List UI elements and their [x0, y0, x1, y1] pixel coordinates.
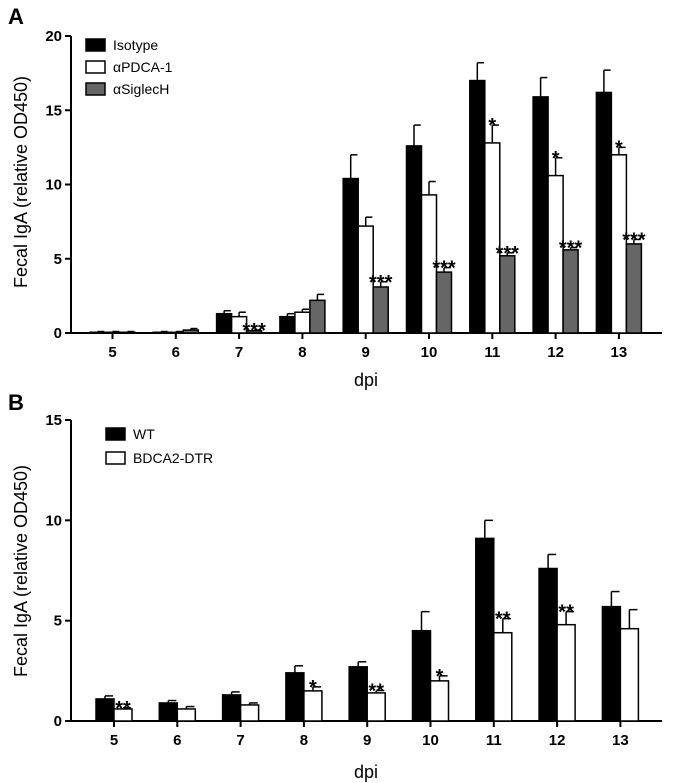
panel-b-bar-bdca2dtr — [176, 708, 197, 722]
panel-b-label: B — [8, 390, 24, 415]
panel-b-bar-bdca2dtr — [619, 627, 640, 722]
panel-b-y-tick-label: 15 — [45, 412, 62, 429]
panel-a-bar-isotype — [405, 145, 423, 334]
legend-swatch-asiglech — [85, 82, 106, 96]
panel-a-label: A — [8, 4, 24, 29]
panel-a-y-tick-label: 5 — [54, 251, 62, 268]
panel-a-y-tick-label: 0 — [54, 325, 62, 342]
panel-b-significance-mark: * — [436, 666, 444, 688]
panel-b-significance-mark: ** — [495, 609, 511, 631]
panel-b-x-tick-label: 6 — [173, 732, 181, 749]
panel-a-bar-pdca1 — [484, 142, 501, 334]
panel-a-x-tick-label: 12 — [547, 344, 564, 361]
legend-label-asiglech: αSiglecH — [113, 81, 169, 97]
panel-b-bar-wt — [601, 605, 622, 722]
panel-b-x-tick-label: 9 — [363, 732, 371, 749]
panel-b-y-axis-label: Fecal IgA (relative OD450) — [11, 465, 31, 677]
panel-a-legend: Isotype αPDCA-1 αSiglecH — [85, 37, 173, 97]
panel-b-bar-wt — [411, 629, 432, 722]
panel-a-x-tick-label: 13 — [611, 344, 628, 361]
panel-b-significance-mark: ** — [368, 680, 384, 702]
legend-swatch-apdca1 — [85, 60, 106, 74]
panel-a-y-tick-label: 15 — [45, 102, 62, 119]
panel-b-x-tick-label: 8 — [300, 732, 308, 749]
panel-a-bar-pdca1 — [294, 311, 311, 334]
panel-b-bar-wt — [475, 537, 495, 722]
panel-a-significance-mark: *** — [622, 229, 646, 251]
panel-a-bar-isotype — [342, 177, 359, 334]
panel-a-x-axis-label: dpi — [354, 370, 378, 390]
panel-a-significance-mark: *** — [369, 272, 393, 294]
panel-b-bar-bdca2dtr — [556, 623, 576, 722]
panel-b-bar-wt — [221, 694, 242, 722]
panel-a-bar-isotype — [469, 79, 486, 334]
panel-a-bar-pdca1 — [167, 331, 185, 334]
panel-a: A Fecal IgA (relative OD450) dpi Isotype… — [8, 4, 662, 390]
panel-b-x-tick-label: 12 — [549, 732, 566, 749]
panel-b-x-tick-label: 5 — [110, 732, 118, 749]
panel-b: B Fecal IgA (relative OD450) dpi WT BDCA… — [8, 390, 662, 782]
legend-swatch-wt — [105, 427, 126, 441]
panel-a-significance-mark: *** — [432, 258, 456, 280]
legend-label-isotype: Isotype — [113, 37, 158, 53]
panel-a-bar-siglech — [499, 255, 516, 334]
legend-label-bdca2-dtr: BDCA2-DTR — [133, 450, 213, 466]
panel-a-x-tick-label: 11 — [484, 344, 500, 361]
panel-a-x-tick-label: 10 — [421, 344, 438, 361]
panel-a-x-tick-label: 9 — [362, 344, 370, 361]
panel-a-bar-siglech — [435, 271, 453, 334]
panel-a-x-tick-label: 8 — [298, 344, 306, 361]
panel-a-bar-siglech — [119, 331, 136, 334]
panel-b-x-axis-label: dpi — [354, 762, 378, 782]
panel-a-y-axis-label: Fecal IgA (relative OD450) — [11, 76, 31, 288]
panel-a-x-tick-label: 5 — [108, 344, 116, 361]
panel-b-y-tick-label: 0 — [54, 713, 62, 730]
panel-a-significance-mark: * — [552, 148, 560, 170]
panel-b-legend: WT BDCA2-DTR — [105, 426, 213, 466]
panel-b-bar-wt — [538, 567, 558, 722]
panel-a-bar-isotype — [215, 312, 233, 334]
panel-a-bar-siglech — [182, 329, 200, 334]
panel-a-bar-isotype — [89, 331, 106, 334]
panel-a-bar-siglech — [309, 299, 326, 334]
legend-swatch-isotype — [85, 38, 106, 52]
panel-b-significance-mark: * — [309, 677, 317, 699]
panel-b-bar-wt — [95, 698, 115, 722]
panel-a-bar-siglech — [625, 243, 643, 334]
panel-a-bar-siglech — [562, 249, 579, 334]
panel-b-x-tick-label: 7 — [236, 732, 244, 749]
panel-a-bar-isotype — [152, 331, 170, 334]
panel-b-bar-wt — [285, 672, 305, 722]
panel-b-bar-wt — [158, 702, 179, 722]
panel-a-y-tick-label: 20 — [45, 28, 62, 45]
panel-b-x-tick-label: 13 — [612, 732, 629, 749]
panel-a-significance-mark: * — [488, 115, 496, 137]
panel-a-significance-mark: *** — [559, 238, 583, 260]
panel-b-bar-wt — [348, 666, 368, 722]
legend-swatch-bdca2-dtr — [105, 451, 126, 465]
panel-b-x-tick-label: 10 — [422, 732, 439, 749]
panel-b-significance-mark: ** — [558, 602, 574, 624]
legend-label-apdca1: αPDCA-1 — [113, 59, 173, 75]
panel-b-significance-mark: ** — [115, 698, 131, 720]
legend-label-wt: WT — [133, 426, 155, 442]
panel-a-bar-isotype — [532, 96, 549, 334]
panel-a-significance-mark: *** — [496, 243, 520, 265]
panel-a-x-tick-label: 7 — [235, 344, 243, 361]
panel-a-x-tick-label: 6 — [172, 344, 180, 361]
panel-b-y-tick-label: 10 — [45, 512, 62, 529]
panel-b-y-tick-label: 5 — [54, 613, 62, 630]
panel-a-bar-isotype — [595, 91, 613, 334]
panel-a-significance-mark: * — [615, 137, 623, 159]
panel-a-bar-siglech — [372, 286, 389, 334]
panel-b-bar-bdca2dtr — [493, 631, 513, 722]
panel-b-bar-bdca2dtr — [239, 704, 260, 722]
panel-a-y-tick-label: 10 — [45, 177, 62, 194]
panel-b-x-tick-label: 11 — [486, 732, 502, 749]
panel-a-bar-pdca1 — [104, 331, 121, 334]
panel-a-significance-mark: *** — [242, 320, 266, 342]
panel-a-bar-isotype — [279, 315, 296, 334]
